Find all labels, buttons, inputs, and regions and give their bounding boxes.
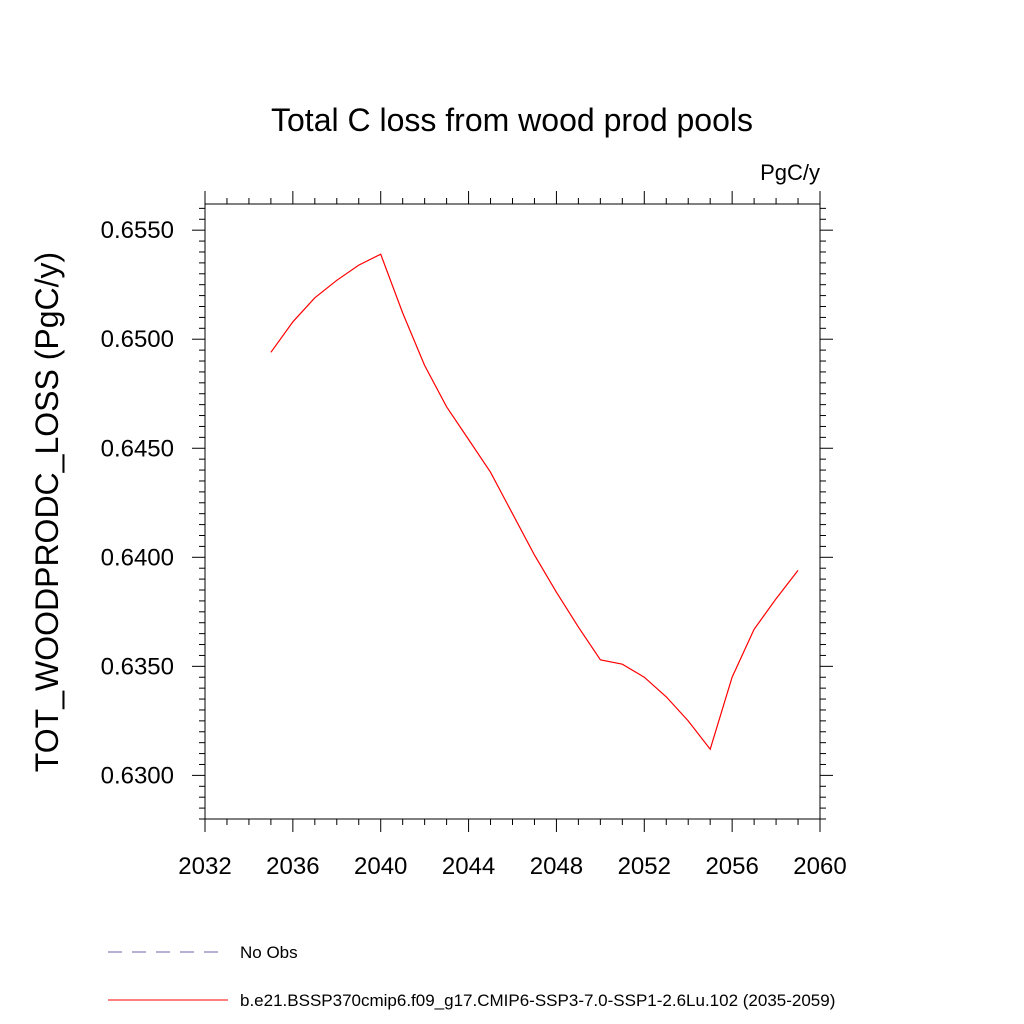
y-tick-label: 0.6500 [101,326,174,353]
x-tick-label: 2060 [793,853,846,880]
x-tick-label: 2036 [266,853,319,880]
y-tick-label: 0.6550 [101,217,174,244]
plot-frame [204,203,821,820]
x-tick-label: 2032 [178,853,231,880]
y-axis-label: TOT_WOODPRODC_LOSS (PgC/y) [29,252,65,772]
chart-title: Total C loss from wood prod pools [271,102,753,138]
series-line [270,253,799,751]
x-tick-label: 2048 [530,853,583,880]
y-tick-label: 0.6300 [101,762,174,789]
legend-label: b.e21.BSSP370cmip6.f09_g17.CMIP6-SSP3-7.… [240,991,835,1010]
legend-label: No Obs [240,943,298,962]
series-layer [270,253,799,751]
y-tick-label: 0.6350 [101,653,174,680]
x-tick-label: 2040 [354,853,407,880]
axis-ticks: 2032 2036 2040 2044 2048 2052 2056 2060 0.6300 0.… [101,191,847,880]
legend: No Obs b.e21.BSSP370cmip6.f09_g17.CMIP6-S… [108,943,835,1010]
y-tick-label: 0.6400 [101,544,174,571]
y-tick-label: 0.6450 [101,435,174,462]
x-tick-label: 2044 [442,853,495,880]
units-label: PgC/y [760,160,820,185]
x-tick-label: 2052 [618,853,671,880]
x-tick-label: 2056 [705,853,758,880]
